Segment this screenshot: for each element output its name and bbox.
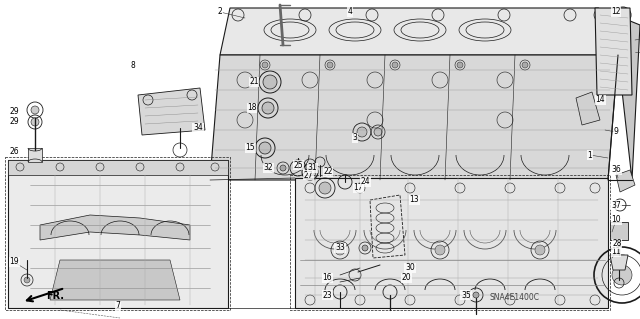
Circle shape bbox=[262, 102, 274, 114]
Circle shape bbox=[457, 62, 463, 68]
Circle shape bbox=[306, 168, 314, 176]
Circle shape bbox=[392, 62, 398, 68]
Circle shape bbox=[535, 245, 545, 255]
Text: 7: 7 bbox=[116, 301, 120, 310]
Polygon shape bbox=[598, 8, 640, 180]
Polygon shape bbox=[295, 178, 608, 308]
Circle shape bbox=[362, 245, 368, 251]
Text: 18: 18 bbox=[247, 103, 257, 113]
Polygon shape bbox=[616, 170, 635, 192]
Text: 25: 25 bbox=[293, 160, 303, 169]
Circle shape bbox=[263, 75, 277, 89]
Circle shape bbox=[619, 11, 627, 19]
Text: 37: 37 bbox=[611, 201, 621, 210]
Text: 4: 4 bbox=[348, 8, 353, 17]
Circle shape bbox=[319, 182, 331, 194]
Circle shape bbox=[259, 142, 271, 154]
Text: 32: 32 bbox=[263, 164, 273, 173]
Text: 8: 8 bbox=[131, 61, 136, 70]
Circle shape bbox=[612, 265, 632, 285]
Text: 1: 1 bbox=[588, 151, 593, 160]
Circle shape bbox=[31, 118, 39, 126]
Circle shape bbox=[31, 106, 39, 114]
Text: 2: 2 bbox=[218, 8, 222, 17]
Text: 12: 12 bbox=[611, 8, 621, 17]
Text: 22: 22 bbox=[323, 167, 333, 176]
Text: 10: 10 bbox=[611, 216, 621, 225]
Circle shape bbox=[327, 62, 333, 68]
Circle shape bbox=[522, 62, 528, 68]
Text: 14: 14 bbox=[595, 95, 605, 105]
Text: 24: 24 bbox=[360, 177, 370, 187]
Polygon shape bbox=[220, 8, 618, 55]
Circle shape bbox=[335, 245, 345, 255]
Text: 31: 31 bbox=[307, 164, 317, 173]
Circle shape bbox=[615, 47, 625, 57]
Text: 15: 15 bbox=[245, 144, 255, 152]
Text: 29: 29 bbox=[9, 117, 19, 127]
Text: 35: 35 bbox=[461, 291, 471, 300]
Text: 9: 9 bbox=[614, 128, 618, 137]
Text: 19: 19 bbox=[9, 257, 19, 266]
Polygon shape bbox=[610, 222, 628, 240]
Text: 20: 20 bbox=[401, 273, 411, 283]
Text: 33: 33 bbox=[335, 243, 345, 253]
Circle shape bbox=[435, 245, 445, 255]
Circle shape bbox=[615, 33, 625, 43]
Text: 28: 28 bbox=[612, 240, 621, 249]
Polygon shape bbox=[40, 215, 190, 240]
Circle shape bbox=[473, 292, 479, 298]
Polygon shape bbox=[8, 160, 228, 175]
Text: 23: 23 bbox=[322, 291, 332, 300]
Text: 16: 16 bbox=[322, 273, 332, 283]
Polygon shape bbox=[8, 160, 228, 308]
Polygon shape bbox=[210, 55, 618, 180]
Text: 30: 30 bbox=[405, 263, 415, 272]
Circle shape bbox=[374, 128, 382, 136]
Polygon shape bbox=[138, 88, 205, 135]
Text: 26: 26 bbox=[9, 147, 19, 157]
Polygon shape bbox=[576, 92, 600, 125]
Text: 11: 11 bbox=[611, 248, 621, 256]
Polygon shape bbox=[595, 8, 632, 95]
Text: 27: 27 bbox=[303, 170, 313, 180]
Text: 13: 13 bbox=[409, 196, 419, 204]
Text: 3: 3 bbox=[353, 133, 357, 143]
Text: 29: 29 bbox=[9, 108, 19, 116]
Text: SNA4E1400C: SNA4E1400C bbox=[490, 293, 540, 302]
Text: 17: 17 bbox=[353, 183, 363, 192]
Text: 34: 34 bbox=[193, 123, 203, 132]
Polygon shape bbox=[28, 148, 42, 162]
Circle shape bbox=[357, 127, 367, 137]
Polygon shape bbox=[50, 260, 180, 300]
Polygon shape bbox=[610, 255, 628, 270]
Text: 36: 36 bbox=[611, 166, 621, 174]
Circle shape bbox=[280, 165, 286, 171]
Circle shape bbox=[262, 62, 268, 68]
Circle shape bbox=[24, 277, 30, 283]
Text: FR.: FR. bbox=[46, 291, 64, 301]
Text: 21: 21 bbox=[249, 78, 259, 86]
